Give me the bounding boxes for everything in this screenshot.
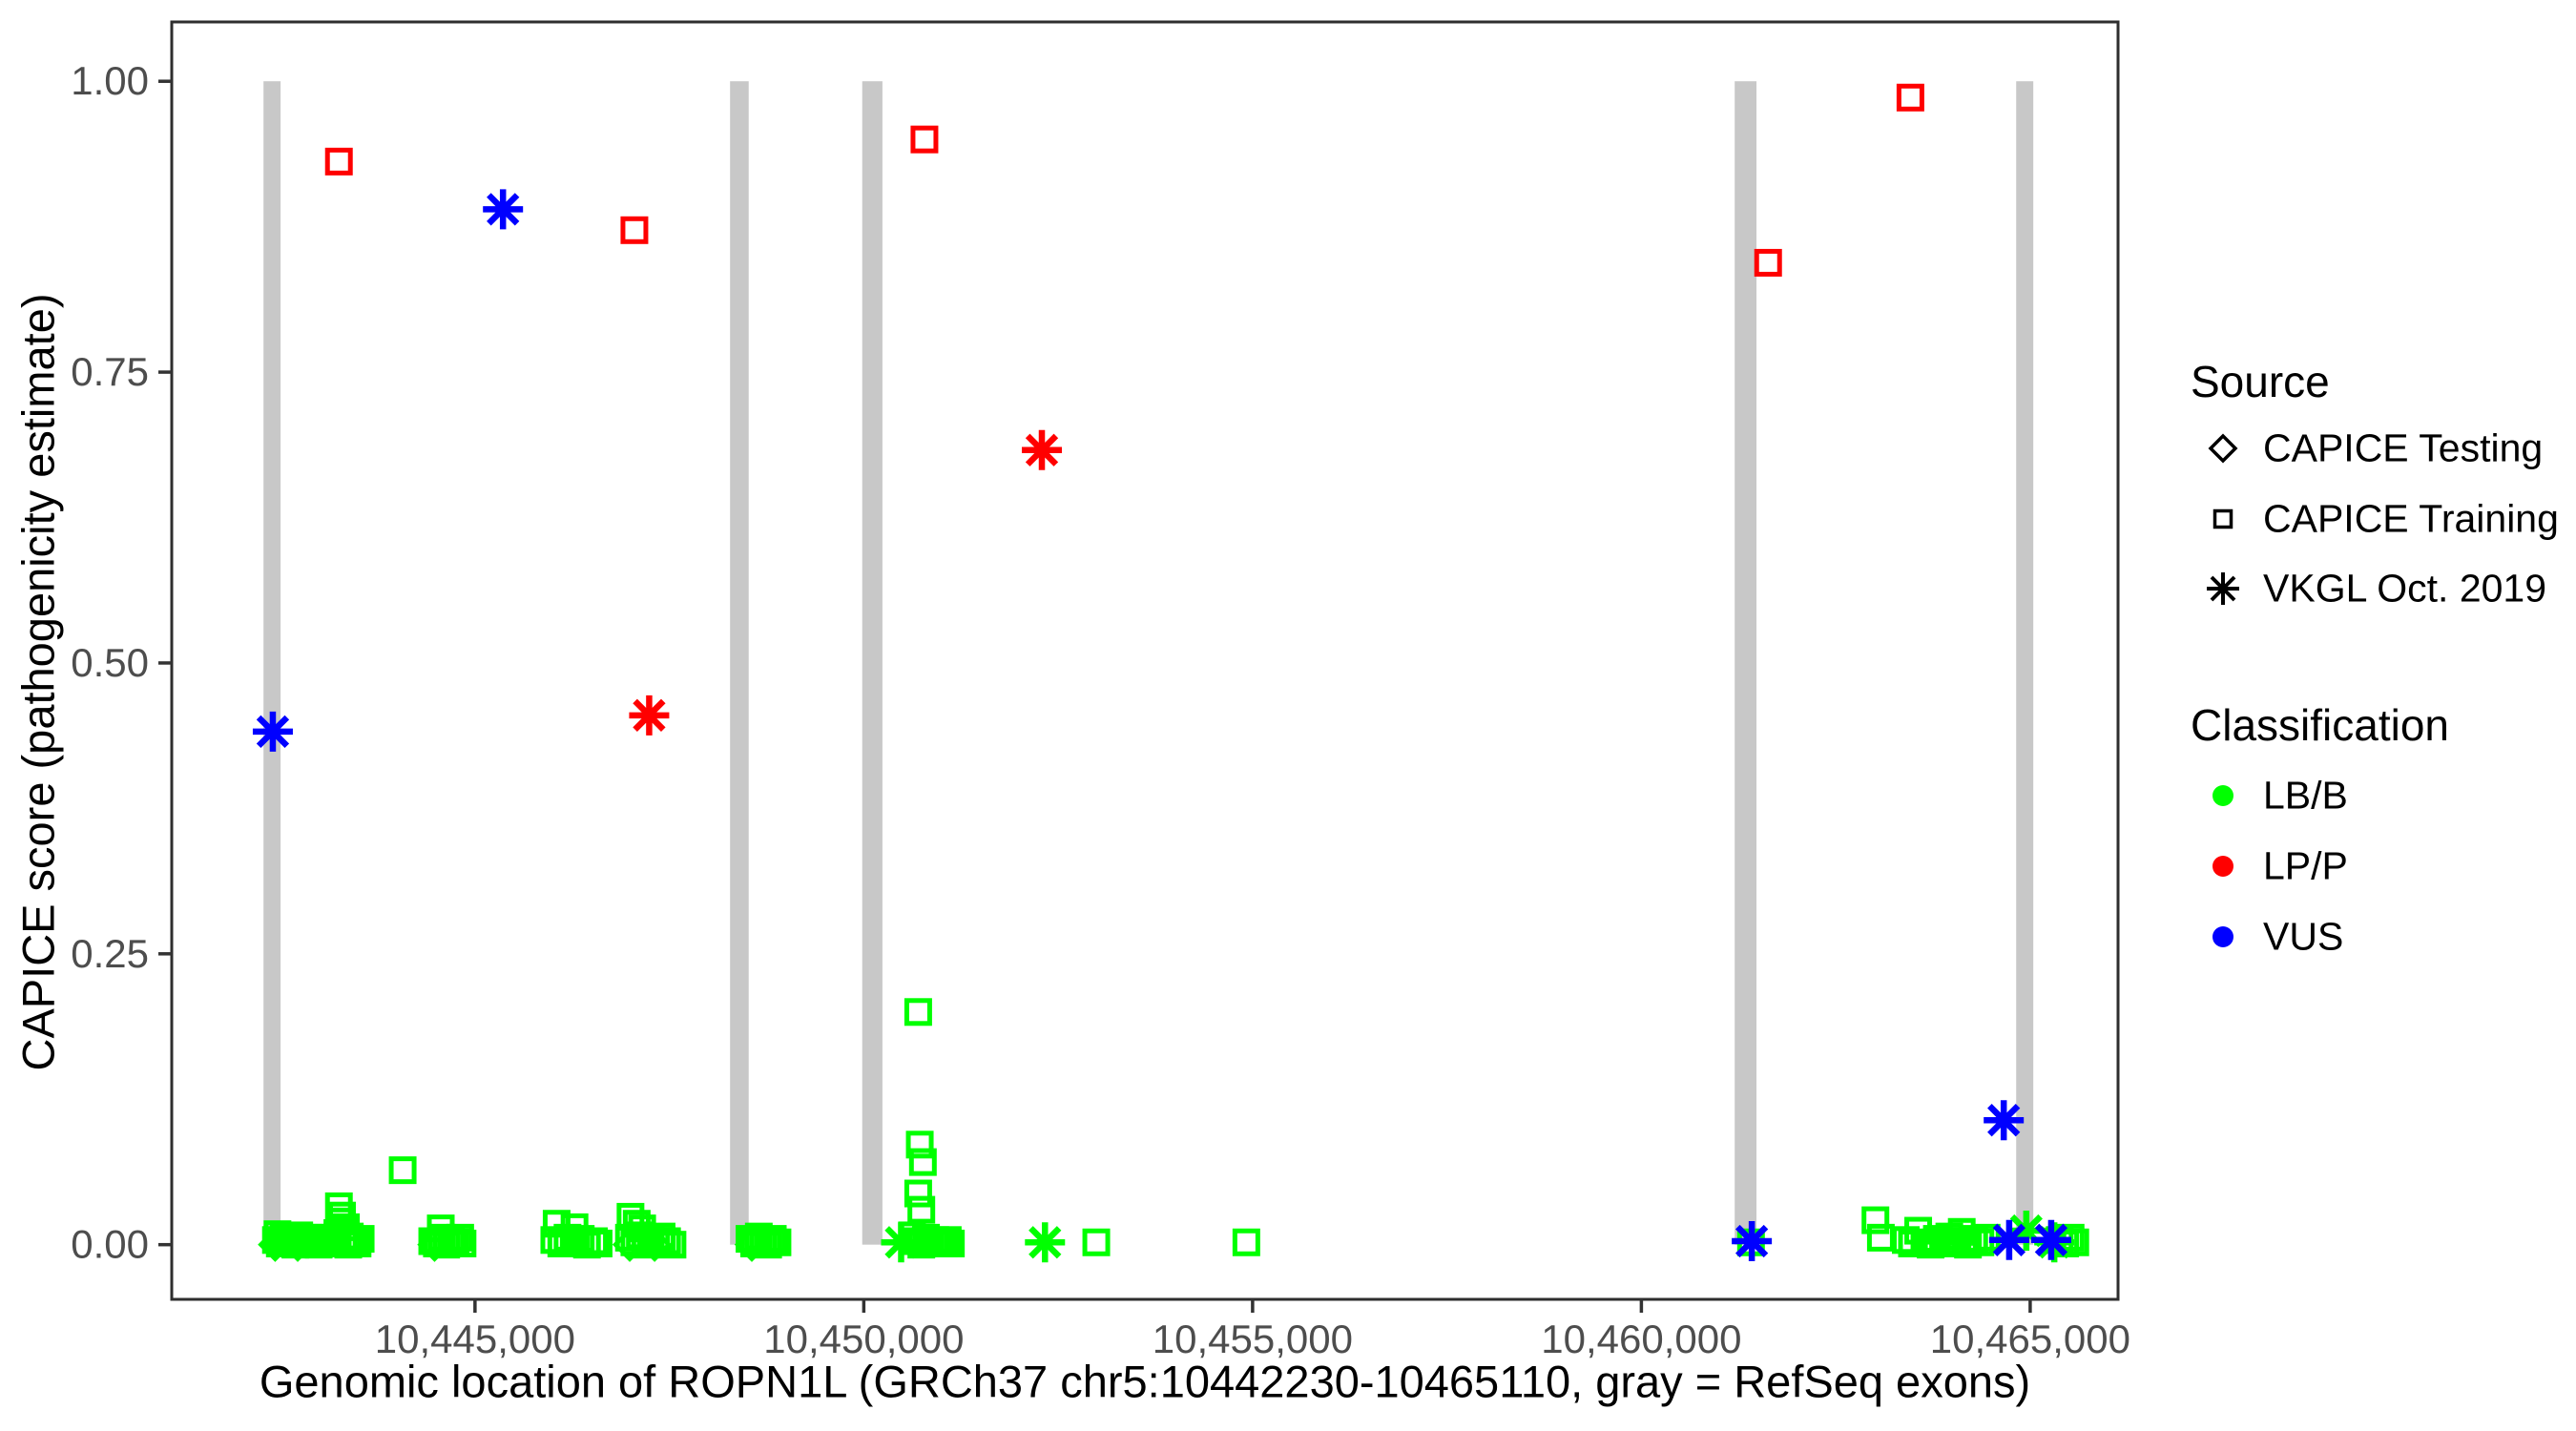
asterisk-icon [2207, 572, 2239, 605]
legend-label: VUS [2263, 914, 2344, 959]
exon-bar [2016, 81, 2034, 1245]
y-tick-label: 0.25 [71, 931, 149, 976]
exon-bar [862, 81, 883, 1245]
exon-bar [1735, 81, 1757, 1245]
data-point [904, 998, 932, 1027]
data-point [448, 1229, 477, 1257]
x-tick-label: 10,465,000 [1930, 1317, 2130, 1361]
data-point [636, 1227, 673, 1262]
diamond-icon [2208, 433, 2238, 464]
data-point [1025, 1222, 1066, 1263]
data-point [483, 189, 524, 230]
data-point [388, 1156, 417, 1185]
data-point [937, 1229, 966, 1257]
data-point [1022, 429, 1063, 470]
legend-source-title: Source [2191, 357, 2330, 406]
data-point [933, 1226, 962, 1255]
data-point [343, 1229, 372, 1257]
x-tick-label: 10,450,000 [763, 1317, 964, 1361]
data-point [1082, 1228, 1111, 1256]
blue-dot-icon [2212, 926, 2233, 947]
data-point [252, 711, 293, 752]
x-tick-label: 10,445,000 [375, 1317, 575, 1361]
data-point [904, 1179, 932, 1208]
data-point [620, 216, 649, 244]
data-point [2005, 1211, 2046, 1252]
y-tick-label: 0.00 [71, 1222, 149, 1267]
data-point [1754, 248, 1782, 277]
legend-label: CAPICE Training [2263, 496, 2559, 541]
data-point [1732, 1221, 1773, 1262]
legend: Source CAPICE Testing CAPICE Training VK… [2191, 315, 2576, 1002]
red-dot-icon [2212, 856, 2233, 877]
legend-label: VKGL Oct. 2019 [2263, 566, 2547, 611]
exon-bar [730, 81, 749, 1245]
square-icon [2212, 508, 2233, 529]
data-point [653, 1227, 681, 1255]
data-point [324, 147, 353, 176]
green-dot-icon [2212, 785, 2233, 806]
data-point [280, 1227, 316, 1262]
panel-border [170, 20, 2120, 1301]
data-point [910, 125, 939, 154]
legend-classification-title: Classification [2191, 700, 2449, 750]
x-tick-label: 10,460,000 [1541, 1317, 1741, 1361]
data-point [1861, 1206, 1890, 1234]
x-tick-label: 10,455,000 [1153, 1317, 1353, 1361]
data-point [2030, 1219, 2071, 1260]
y-axis-title: CAPICE score (pathogenicity estimate) [12, 293, 64, 1071]
data-point [1984, 1100, 2025, 1141]
data-point [584, 1229, 613, 1257]
legend-label: LB/B [2263, 773, 2348, 818]
data-point [612, 1227, 648, 1262]
data-point [258, 1227, 293, 1262]
y-tick-label: 1.00 [71, 58, 149, 103]
exon-bar [263, 81, 281, 1245]
data-point [346, 1225, 375, 1254]
data-point [908, 1148, 937, 1176]
data-point [417, 1227, 452, 1262]
y-tick-label: 0.50 [71, 640, 149, 685]
data-point [1988, 1219, 2029, 1260]
data-point [263, 1220, 292, 1249]
data-point [658, 1231, 687, 1259]
x-axis-title: Genomic location of ROPN1L (GRCh37 chr5:… [259, 1356, 2031, 1407]
y-tick-label: 0.75 [71, 349, 149, 394]
data-point [1232, 1228, 1260, 1256]
data-point [734, 1227, 770, 1262]
legend-label: CAPICE Testing [2263, 425, 2544, 470]
legend-label: LP/P [2263, 843, 2348, 888]
data-point [905, 1130, 934, 1159]
data-point [1896, 83, 1924, 112]
data-point [907, 1195, 936, 1224]
data-point [629, 695, 670, 736]
